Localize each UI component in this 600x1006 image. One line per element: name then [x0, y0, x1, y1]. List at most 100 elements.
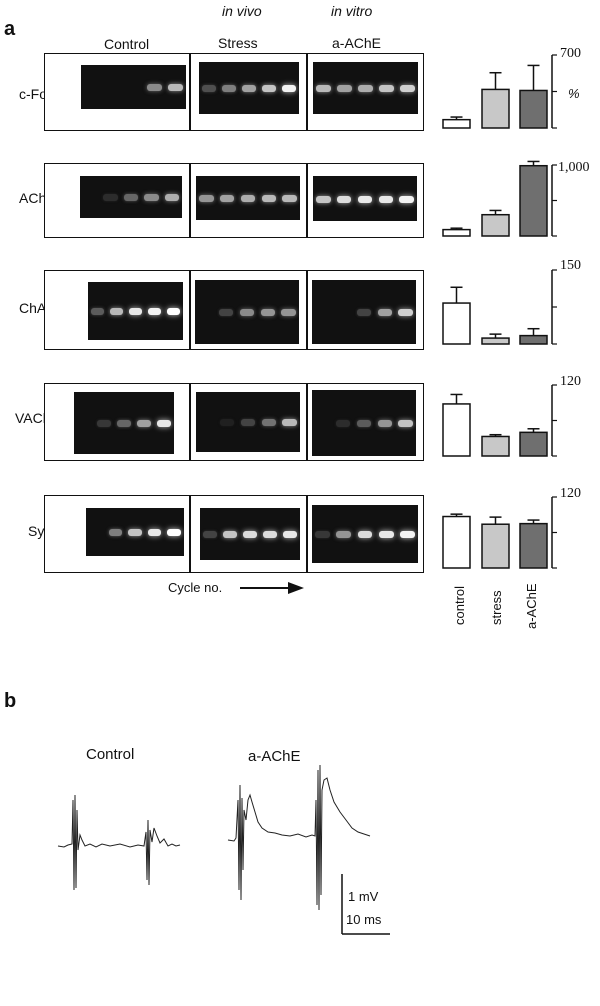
trace-label-aache: a-AChE [248, 748, 301, 765]
gel-band [218, 309, 234, 316]
scale-bar [341, 874, 390, 935]
gel-image [196, 176, 300, 220]
gel-band [147, 84, 162, 91]
gel-image [195, 280, 299, 344]
column-header-control: Control [104, 36, 150, 52]
gel-band [336, 195, 352, 203]
gel-image [88, 282, 183, 340]
gel-band [337, 85, 352, 92]
gel-band [282, 85, 296, 92]
bar-a-ache [519, 164, 548, 237]
gel-band [137, 420, 151, 427]
frame-divider [189, 384, 191, 460]
gel-band [219, 195, 235, 202]
panel-a-letter: a [4, 18, 16, 40]
gel-band [356, 420, 372, 427]
header-in-vitro: in vitro [331, 3, 373, 19]
gel-image [312, 280, 416, 344]
aache-trace [227, 764, 371, 911]
header-in-vivo: in vivo [222, 3, 262, 19]
gel-band [378, 531, 394, 538]
gel-band [336, 531, 352, 538]
gel-band [168, 84, 183, 91]
gel-band [166, 308, 181, 315]
gel-band [260, 309, 276, 316]
control-trace [57, 794, 181, 891]
bar-xlabel-control: control [452, 585, 467, 625]
gel-band [103, 194, 118, 201]
gel-band [398, 420, 413, 427]
electrophysiology-traces [57, 764, 390, 935]
gel-band [261, 419, 277, 426]
gel-band [90, 308, 105, 315]
gel-band [282, 195, 297, 202]
gel-band [356, 309, 372, 316]
percent-unit: % [568, 86, 580, 101]
gel-band [128, 308, 143, 315]
gel-image [199, 62, 299, 114]
gel-image [86, 508, 184, 556]
gel-band [108, 529, 123, 536]
gel-band [144, 194, 159, 201]
gel-band [283, 531, 297, 538]
bar-xlabel-aache: a-AChE [524, 583, 539, 629]
gel-band [400, 85, 415, 92]
cycle-no-label: Cycle no. [168, 580, 223, 595]
gel-band [219, 419, 235, 426]
gel-image [312, 505, 418, 563]
bar-stress [481, 88, 510, 129]
gel-band [240, 195, 256, 202]
gel-band [164, 194, 179, 201]
column-header-aache: a-AChE [332, 35, 382, 51]
gel-image [312, 390, 416, 456]
bar-control [442, 515, 471, 569]
gel-band [398, 309, 413, 316]
bar-ymax-label: 700 [560, 46, 581, 61]
gel-band [97, 420, 111, 427]
frame-divider [189, 54, 191, 130]
gel-band [147, 308, 162, 315]
bar-xlabel-stress: stress [489, 590, 504, 625]
gel-band [109, 308, 124, 315]
gel-band [223, 531, 237, 538]
panel-b-letter: b [4, 690, 17, 712]
gel-band [316, 85, 331, 92]
gel-band [315, 531, 330, 538]
gel-band [358, 85, 373, 92]
frame-divider [306, 496, 308, 572]
gel-band [261, 195, 277, 202]
bar-control [442, 302, 471, 345]
gel-band [282, 419, 297, 426]
cycle-arrow-icon [240, 582, 304, 594]
gel-band [262, 85, 276, 92]
trace-label-control: Control [86, 746, 135, 763]
frame-divider [306, 54, 308, 130]
column-header-stress: Stress [218, 35, 258, 51]
gel-band [242, 85, 256, 92]
gel-image [200, 508, 300, 560]
gel-image [74, 392, 174, 454]
frame-divider [306, 164, 308, 237]
gel-band [316, 195, 331, 203]
gel-band [157, 420, 171, 427]
gel-band [167, 529, 182, 536]
gel-band [128, 529, 142, 536]
gel-band [281, 309, 296, 316]
gel-image [80, 176, 182, 218]
gel-band [199, 195, 214, 202]
bar-control [442, 403, 471, 457]
gel-band [222, 85, 236, 92]
gel-band [243, 531, 257, 538]
gel-image [196, 392, 300, 452]
bar-ymax-label: 120 [560, 374, 581, 389]
frame-divider [189, 164, 191, 237]
gel-image [313, 176, 417, 221]
gel-band [202, 85, 216, 92]
gel-image [81, 65, 186, 109]
frame-divider [189, 496, 191, 572]
